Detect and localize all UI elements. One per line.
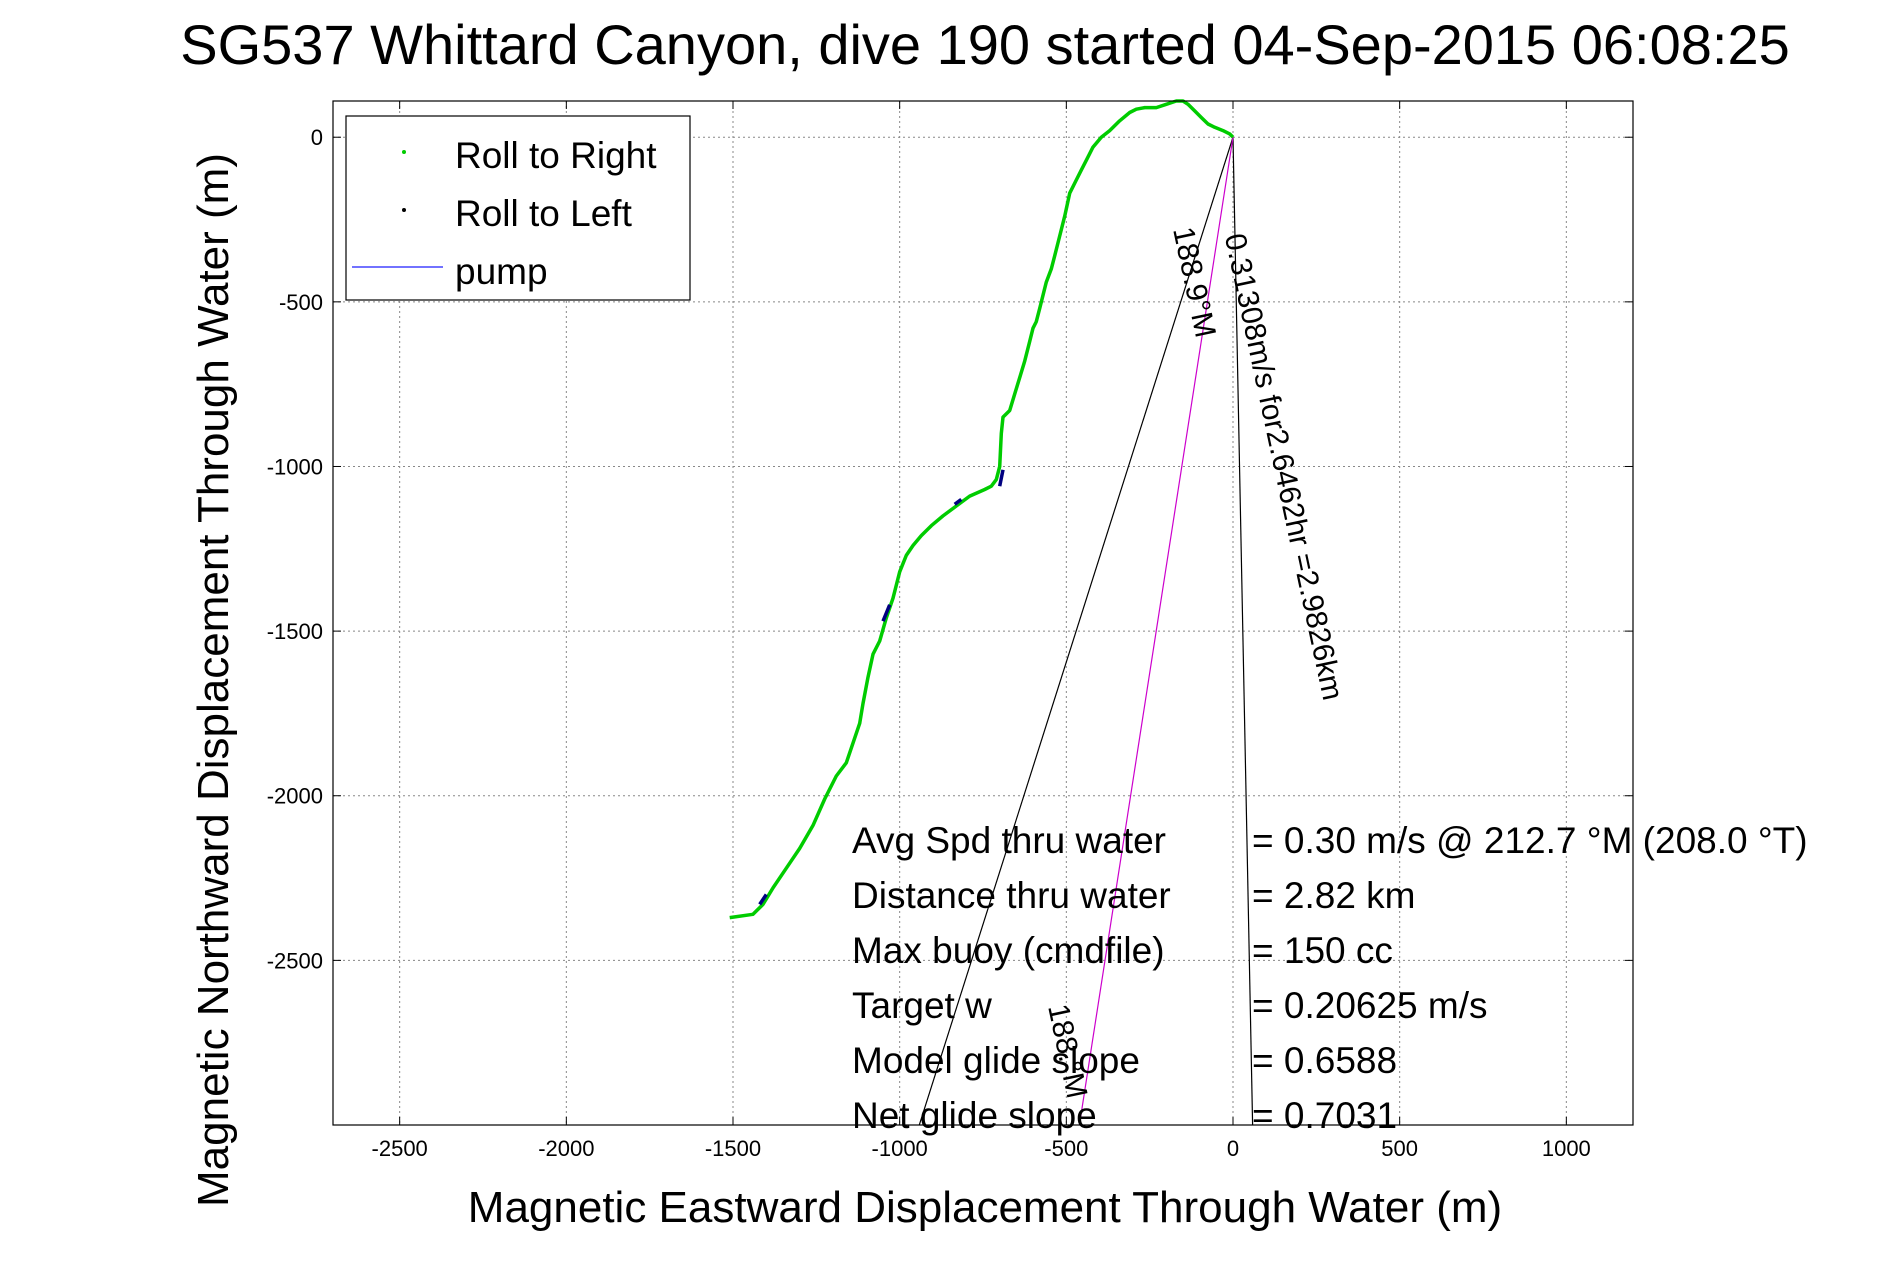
y-tick-label: 0 xyxy=(311,125,323,150)
x-tick-label: 500 xyxy=(1381,1136,1418,1161)
roll-left-segment xyxy=(997,469,1005,487)
x-tick-label: 1000 xyxy=(1542,1136,1591,1161)
legend-roll-left-label: Roll to Left xyxy=(455,193,633,234)
chart-title: SG537 Whittard Canyon, dive 190 started … xyxy=(180,13,1789,76)
x-tick-label: -500 xyxy=(1044,1136,1088,1161)
roll-left-segment xyxy=(953,497,963,506)
x-tick-label: -1000 xyxy=(872,1136,928,1161)
roll-left-segment xyxy=(758,893,768,906)
x-axis-label: Magnetic Eastward Displacement Through W… xyxy=(468,1183,1502,1232)
x-tick-label: -2500 xyxy=(372,1136,428,1161)
y-tick-label: -500 xyxy=(279,290,323,315)
summary-value-model-glide: = 0.6588 xyxy=(1252,1040,1397,1081)
legend-roll-left-marker xyxy=(402,208,406,212)
summary-label-max-buoy: Max buoy (cmdfile) xyxy=(852,930,1165,971)
legend: Roll to Right Roll to Left pump xyxy=(345,115,691,301)
x-tick-label: -2000 xyxy=(538,1136,594,1161)
legend-roll-right-label: Roll to Right xyxy=(455,135,657,176)
legend-box xyxy=(345,115,691,301)
axis-ticks: -2500 -2000 -1500 -1000 -500 0 500 1000 0 -500 -10… xyxy=(267,101,1633,1161)
summary-value-distance: = 2.82 km xyxy=(1252,875,1416,916)
reference-lines xyxy=(918,137,1254,1125)
roll-right-track xyxy=(729,99,1235,920)
summary-value-max-buoy: = 150 cc xyxy=(1252,930,1393,971)
summary-label-model-glide: Model glide slope xyxy=(852,1040,1140,1081)
heading-reference-line xyxy=(1232,137,1254,1125)
y-tick-label: -1000 xyxy=(267,454,323,479)
summary-label-distance: Distance thru water xyxy=(852,875,1171,916)
summary-label-avg-speed: Avg Spd thru water xyxy=(852,820,1166,861)
summary-label-target-w: Target w xyxy=(852,985,992,1026)
summary-label-net-glide: Net glide slope xyxy=(852,1095,1097,1136)
x-tick-label: 0 xyxy=(1227,1136,1239,1161)
y-axis-label: Magnetic Northward Displacement Through … xyxy=(189,153,238,1207)
roll-left-segment xyxy=(881,604,892,622)
plot-frame xyxy=(332,100,1634,1126)
dive-track xyxy=(729,99,1235,920)
summary-value-avg-speed: = 0.30 m/s @ 212.7 °M (208.0 °T) xyxy=(1252,820,1808,861)
glide-reference-line xyxy=(1078,137,1234,1125)
x-tick-label: -1500 xyxy=(705,1136,761,1161)
summary-value-net-glide: = 0.7031 xyxy=(1252,1095,1397,1136)
legend-roll-right-marker xyxy=(402,150,406,154)
summary-value-target-w: = 0.20625 m/s xyxy=(1252,985,1488,1026)
y-tick-label: -2500 xyxy=(267,948,323,973)
heading-reference-line xyxy=(918,137,1234,1125)
legend-pump-label: pump xyxy=(455,251,548,292)
y-tick-label: -1500 xyxy=(267,619,323,644)
dive-summary: Avg Spd thru water = 0.30 m/s @ 212.7 °M… xyxy=(852,820,1808,1136)
y-tick-label: -2000 xyxy=(267,784,323,809)
